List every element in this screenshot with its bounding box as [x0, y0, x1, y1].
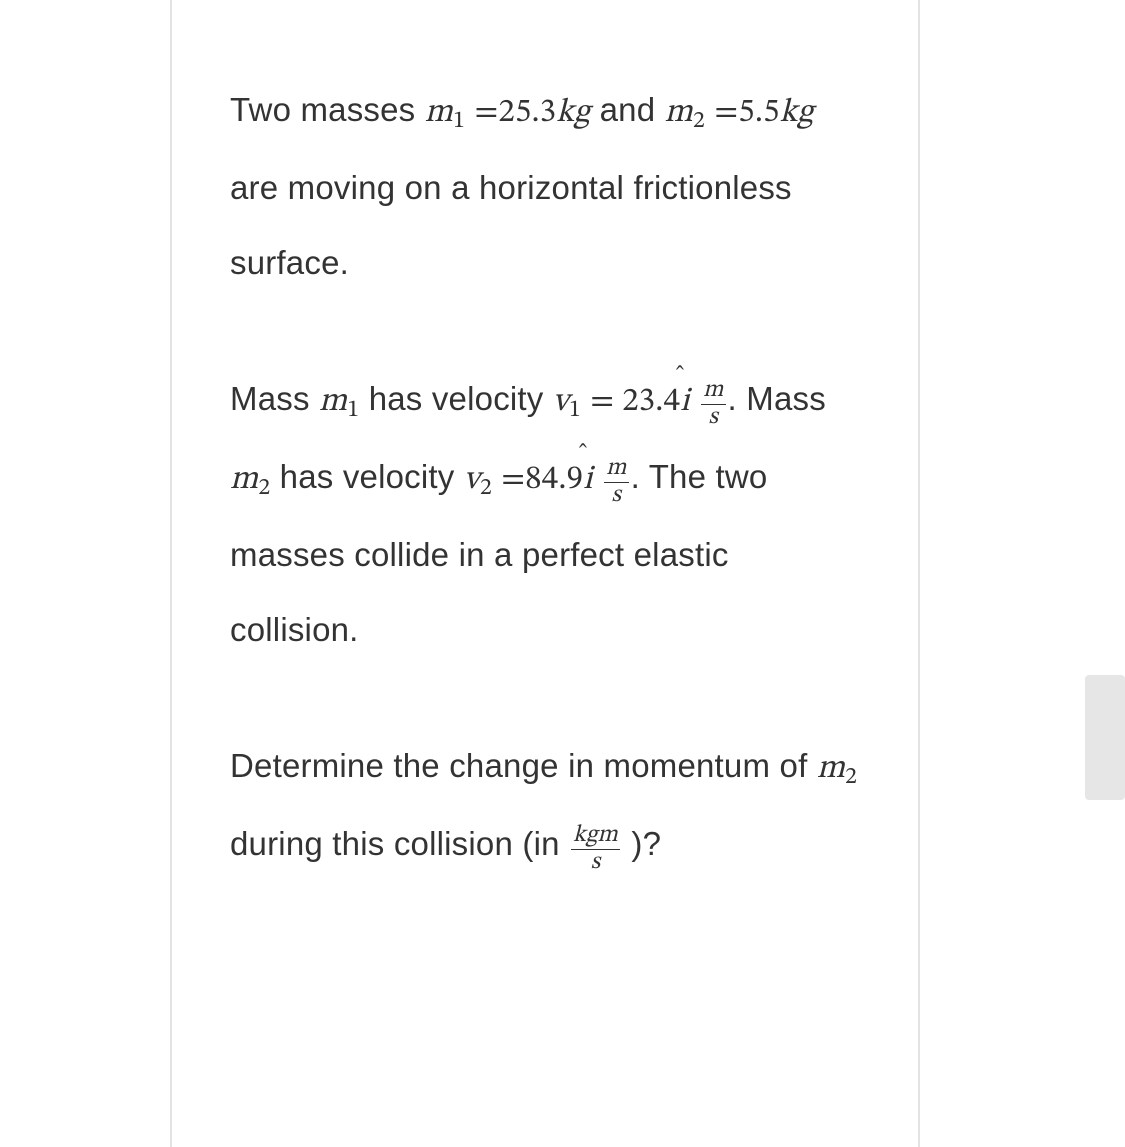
i-hat: ˆi: [583, 442, 593, 517]
unit: kg: [556, 96, 590, 129]
text: and: [600, 91, 665, 128]
question-panel: Two masses m1 =25.3kg and m2 =5.5kg are …: [170, 0, 920, 1147]
paragraph-1: Two masses m1 =25.3kg and m2 =5.5kg are …: [230, 72, 860, 301]
hat-accent: ˆ: [578, 424, 588, 488]
text: has velocity: [369, 380, 553, 417]
value: 5.5: [738, 96, 779, 129]
text: has velocity: [280, 458, 464, 495]
var: m: [817, 752, 845, 785]
equals: =: [714, 96, 738, 129]
scrollbar-thumb[interactable]: [1085, 675, 1125, 800]
math-m2: m2: [230, 439, 270, 517]
text: Mass: [230, 380, 319, 417]
subscript: 2: [258, 476, 270, 500]
scrollbar-track[interactable]: [1085, 0, 1125, 1147]
numerator: m: [701, 379, 725, 405]
math-m2: m2: [817, 728, 857, 806]
hat-accent: ˆ: [675, 346, 685, 410]
var: m: [425, 96, 453, 129]
unit: kg: [780, 96, 814, 129]
fraction-kgms: kgms: [571, 824, 620, 875]
equals: =: [474, 96, 498, 129]
page: Two masses m1 =25.3kg and m2 =5.5kg are …: [0, 0, 1125, 1147]
var: m: [319, 385, 347, 418]
denominator: s: [604, 483, 628, 508]
fraction-ms: ms: [701, 379, 725, 430]
paragraph-3: Determine the change in momentum of m2 d…: [230, 728, 860, 881]
math-v1: v1: [553, 361, 581, 439]
text: Determine the change in momentum of: [230, 747, 817, 784]
denominator: s: [571, 850, 620, 875]
numerator: kgm: [571, 824, 620, 850]
subscript: 2: [693, 109, 705, 133]
subscript: 1: [453, 109, 465, 133]
subscript: 1: [569, 398, 581, 422]
numerator: m: [604, 457, 628, 483]
math-m1: m1: [319, 361, 359, 439]
value: 84.9: [525, 463, 583, 496]
var: m: [230, 463, 258, 496]
equals: =: [590, 385, 622, 418]
text: . Mass: [728, 380, 826, 417]
text: are moving on a horizontal frictionless …: [230, 169, 792, 281]
math-m2: m2: [665, 72, 705, 150]
math-v2: v2: [464, 439, 492, 517]
value: 25.3: [498, 96, 556, 129]
var: v: [464, 463, 480, 496]
i-hat: ˆi: [680, 364, 690, 439]
fraction-ms: ms: [604, 457, 628, 508]
equals: =: [501, 463, 525, 496]
subscript: 1: [347, 398, 359, 422]
denominator: s: [701, 405, 725, 430]
subscript: 2: [845, 765, 857, 789]
text: Two masses: [230, 91, 425, 128]
text: )?: [631, 825, 661, 862]
math-m1: m1: [425, 72, 465, 150]
var: v: [553, 385, 569, 418]
text: during this collision (in: [230, 825, 569, 862]
paragraph-2: Mass m1 has velocity v1 = 23.4ˆi ms. Mas…: [230, 361, 860, 668]
var: m: [665, 96, 693, 129]
subscript: 2: [480, 476, 492, 500]
value: 23.4: [622, 385, 680, 418]
